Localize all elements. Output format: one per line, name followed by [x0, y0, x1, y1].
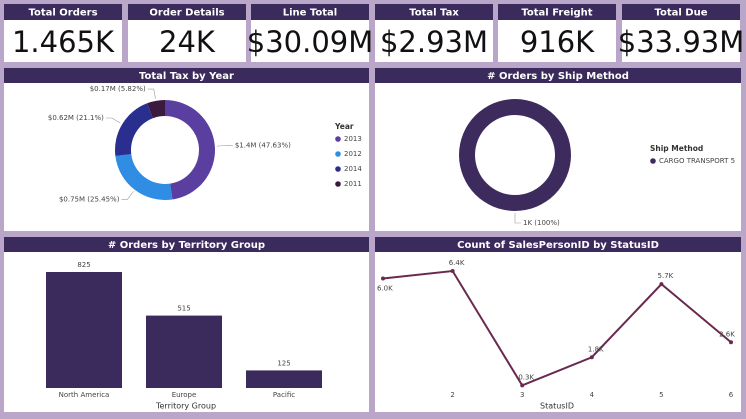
x-tick-label: 2: [450, 391, 454, 399]
leader-line: [121, 191, 134, 200]
chart-title: Count of SalesPersonID by StatusID: [457, 240, 659, 251]
leader-line: [216, 145, 233, 147]
card-title: Total Due: [654, 8, 707, 19]
legend-label: 2014: [344, 165, 362, 173]
legend-marker: [650, 158, 656, 164]
card-header: [4, 4, 122, 20]
legend-title: Ship Method: [650, 144, 703, 153]
x-tick-label: 4: [590, 391, 595, 399]
x-tick-label: Europe: [172, 391, 197, 399]
data-label: $0.75M (25.45%): [59, 195, 120, 203]
leader-line: [105, 117, 121, 124]
donut-slice: [115, 154, 173, 200]
card-header: [498, 4, 616, 20]
x-tick-label: 5: [659, 391, 663, 399]
data-label: 515: [177, 305, 190, 313]
card-value: $2.93M: [380, 25, 488, 59]
data-label: $1.4M (47.63%): [235, 141, 291, 149]
chart-title: Total Tax by Year: [139, 71, 234, 82]
chart-title: # Orders by Territory Group: [108, 240, 265, 251]
leader-line: [514, 213, 521, 224]
x-tick-label: Pacific: [273, 391, 295, 399]
point: [450, 269, 455, 273]
line: [382, 269, 732, 387]
donut-slice: [147, 100, 165, 119]
data-label: 6.0K: [377, 285, 393, 293]
legend-marker: [335, 166, 341, 172]
card-value: $30.09M: [247, 25, 374, 59]
x-tick-label: 6: [729, 391, 734, 399]
card-title: Total Orders: [28, 8, 97, 19]
point: [659, 282, 664, 287]
card-title: Order Details: [149, 8, 224, 19]
card-value: 1.465K: [12, 25, 115, 59]
x-axis-title: StatusID: [540, 402, 574, 411]
legend-label: CARGO TRANSPORT 5: [659, 157, 735, 165]
point: [381, 276, 385, 281]
card-header: [128, 4, 246, 20]
legend-title: Year: [334, 122, 354, 131]
data-label: $0.62M (21.1%): [48, 114, 104, 122]
data-label: 6.4K: [449, 259, 465, 267]
x-tick-label: 3: [520, 391, 524, 399]
data-label: 5.7K: [658, 272, 674, 280]
panel-header: [375, 68, 741, 83]
point: [520, 383, 525, 388]
legend-label: 2011: [344, 180, 362, 188]
card-title: Total Freight: [521, 8, 592, 19]
card-title: Total Tax: [409, 8, 459, 19]
bar: [46, 272, 122, 388]
data-label: $0.17M (5.82%): [90, 85, 146, 93]
panel-header: [4, 68, 369, 83]
data-label: 825: [77, 261, 90, 269]
panel: [375, 237, 741, 412]
panel: [4, 68, 369, 231]
card-title: Line Total: [283, 8, 338, 19]
data-label: 2.6K: [719, 330, 735, 338]
leader-line: [147, 88, 156, 99]
legend-label: 2012: [344, 150, 362, 158]
point: [589, 355, 594, 360]
card-value: 916K: [520, 25, 595, 59]
data-label: 1.8K: [588, 345, 604, 353]
data-label: 0.3K: [518, 373, 534, 381]
bar: [146, 315, 222, 388]
panel-header: [375, 237, 741, 252]
legend-marker: [335, 151, 341, 157]
card-header: [375, 4, 493, 20]
point: [729, 340, 733, 345]
donut-slice: [115, 103, 153, 157]
legend-marker: [335, 136, 341, 142]
bar: [246, 370, 322, 388]
card-value: 24K: [159, 25, 216, 59]
data-label: 125: [277, 359, 290, 367]
card-header: [622, 4, 740, 20]
data-label: 1K (100%): [523, 219, 560, 227]
legend-marker: [335, 181, 341, 187]
chart-title: # Orders by Ship Method: [487, 71, 629, 82]
x-axis-title: Territory Group: [155, 402, 216, 411]
x-tick-label: North America: [59, 391, 110, 399]
card-header: [251, 4, 369, 20]
donut-slice: [165, 100, 215, 200]
panel-header: [4, 237, 369, 252]
legend-label: 2013: [344, 135, 362, 143]
card-value: $33.93M: [618, 25, 745, 59]
